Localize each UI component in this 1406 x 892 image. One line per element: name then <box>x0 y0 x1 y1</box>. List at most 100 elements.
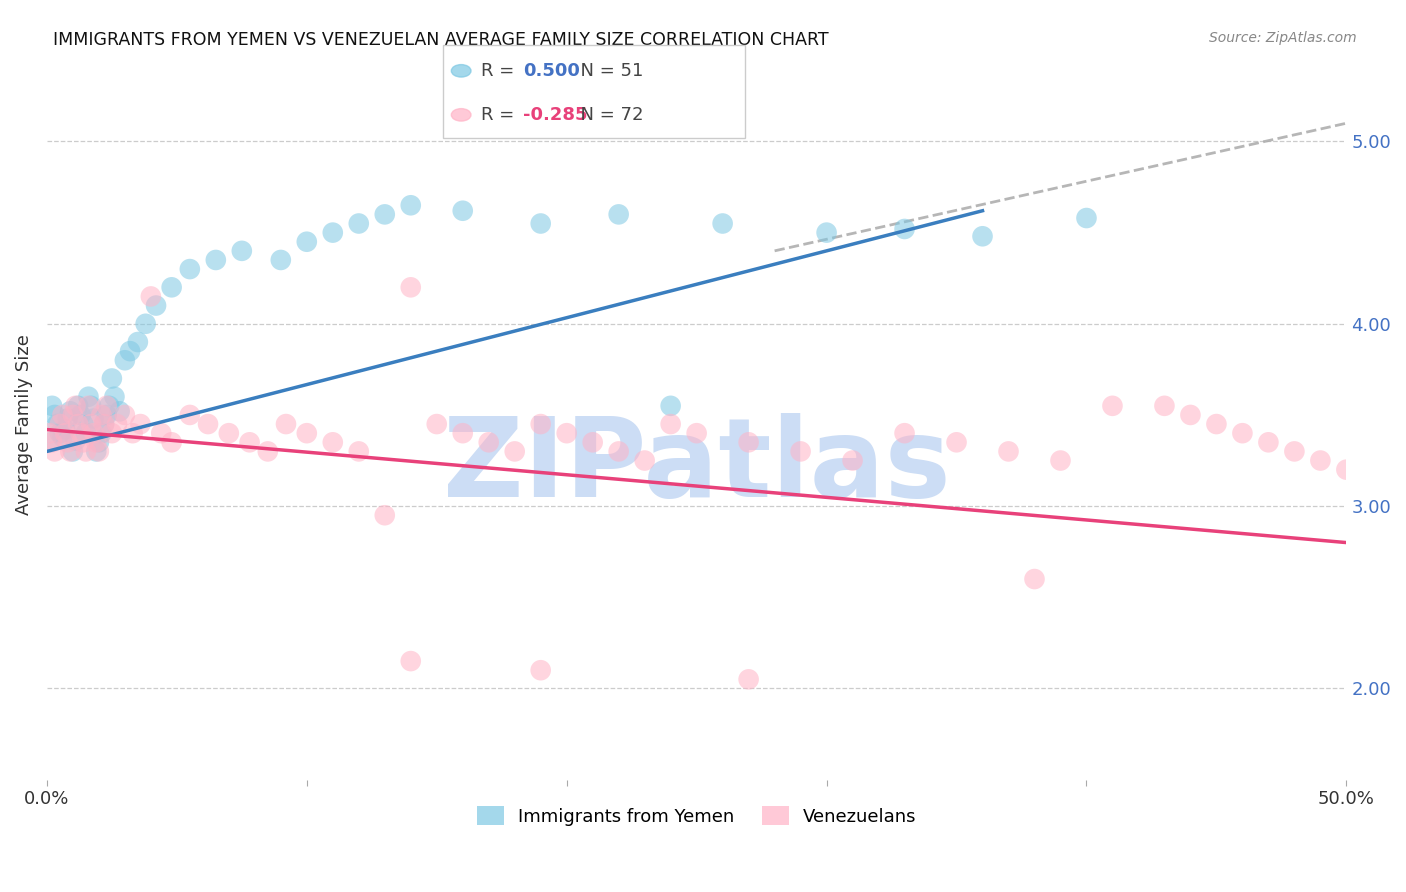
Point <box>815 226 838 240</box>
Point <box>87 435 110 450</box>
Point <box>75 444 97 458</box>
Point <box>256 444 278 458</box>
Point <box>53 423 76 437</box>
Point <box>1153 399 1175 413</box>
Point <box>101 426 124 441</box>
Point <box>127 334 149 349</box>
Point <box>945 435 967 450</box>
Point <box>530 663 553 677</box>
Text: Source: ZipAtlas.com: Source: ZipAtlas.com <box>1209 31 1357 45</box>
Point <box>1309 453 1331 467</box>
Point <box>145 299 167 313</box>
Point <box>1232 426 1254 441</box>
Point <box>399 198 422 212</box>
Point <box>1180 408 1202 422</box>
Point <box>607 207 630 221</box>
Point <box>96 399 118 413</box>
Point <box>53 426 76 441</box>
Point <box>77 390 100 404</box>
Point <box>659 417 682 431</box>
Point <box>160 435 183 450</box>
Y-axis label: Average Family Size: Average Family Size <box>15 334 32 515</box>
Point <box>399 280 422 294</box>
Point <box>218 426 240 441</box>
Point <box>105 417 128 431</box>
Text: R =: R = <box>481 106 520 124</box>
Point <box>65 434 87 448</box>
Point <box>399 654 422 668</box>
Point <box>231 244 253 258</box>
Text: -0.285: -0.285 <box>523 106 588 124</box>
Point <box>51 430 73 444</box>
Point <box>93 417 115 431</box>
Point <box>80 417 103 431</box>
Point <box>121 426 143 441</box>
Point <box>426 417 449 431</box>
Point <box>87 444 110 458</box>
Point <box>295 235 318 249</box>
Point <box>72 435 94 450</box>
Point <box>38 426 60 441</box>
Point <box>274 417 297 431</box>
Point <box>129 417 152 431</box>
Point <box>634 453 657 467</box>
Point <box>59 444 82 458</box>
Point <box>108 404 131 418</box>
Point <box>322 435 344 450</box>
Text: ZIPatlas: ZIPatlas <box>443 413 950 520</box>
Point <box>179 408 201 422</box>
Point <box>503 444 526 458</box>
Point <box>67 399 90 413</box>
Point <box>347 444 370 458</box>
Point <box>84 444 107 458</box>
Point <box>347 217 370 231</box>
Point <box>90 408 112 422</box>
Point <box>295 426 318 441</box>
Point <box>46 417 69 431</box>
Point <box>685 426 707 441</box>
Point <box>972 229 994 244</box>
Point <box>555 426 578 441</box>
Point <box>160 280 183 294</box>
Point <box>65 399 87 413</box>
Point <box>41 399 63 413</box>
Point <box>179 262 201 277</box>
Point <box>1336 463 1358 477</box>
Text: 0.500: 0.500 <box>523 62 579 79</box>
Point <box>84 435 107 450</box>
Point <box>120 344 142 359</box>
Point <box>90 426 112 441</box>
Point <box>62 408 84 422</box>
Point <box>38 435 60 450</box>
Point <box>789 444 811 458</box>
Point <box>114 408 136 422</box>
Point <box>114 353 136 368</box>
Point <box>150 426 173 441</box>
Point <box>197 417 219 431</box>
Point <box>997 444 1019 458</box>
Point <box>322 226 344 240</box>
Point <box>1205 417 1227 431</box>
Point <box>239 435 262 450</box>
Point <box>737 435 759 450</box>
Point <box>374 207 396 221</box>
Legend: Immigrants from Yemen, Venezuelans: Immigrants from Yemen, Venezuelans <box>468 797 925 835</box>
Point <box>607 444 630 458</box>
Point <box>77 399 100 413</box>
Point <box>98 399 121 413</box>
Point <box>1049 453 1071 467</box>
Point <box>75 426 97 441</box>
Point <box>1284 444 1306 458</box>
Point <box>1076 211 1098 225</box>
Point <box>51 408 73 422</box>
Point <box>72 417 94 431</box>
Point <box>659 399 682 413</box>
Point <box>451 203 474 218</box>
Text: IMMIGRANTS FROM YEMEN VS VENEZUELAN AVERAGE FAMILY SIZE CORRELATION CHART: IMMIGRANTS FROM YEMEN VS VENEZUELAN AVER… <box>53 31 830 49</box>
Point <box>530 417 553 431</box>
Point <box>56 435 79 450</box>
Point <box>1257 435 1279 450</box>
Point <box>69 426 91 441</box>
Text: N = 51: N = 51 <box>569 62 644 79</box>
Point <box>1101 399 1123 413</box>
